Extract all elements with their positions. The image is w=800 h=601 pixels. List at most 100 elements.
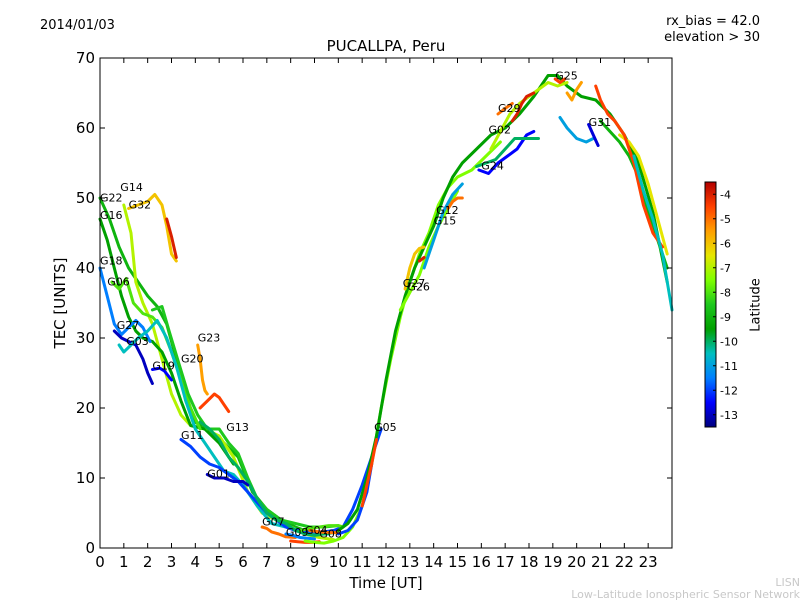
series-line-g27 — [403, 245, 426, 291]
x-tick-label: 17 — [496, 553, 515, 571]
series-line-g31 — [594, 84, 664, 249]
x-tick-label: 9 — [310, 553, 320, 571]
series-line-g26 — [417, 256, 426, 263]
satellite-label-g27: G27 — [403, 277, 426, 290]
satellite-label-g26: G26 — [407, 280, 430, 293]
y-tick-label: 40 — [76, 259, 95, 277]
colorbar-tick-label: -12 — [720, 384, 738, 397]
series-line-g32 — [127, 193, 178, 263]
x-tick-label: 5 — [214, 553, 224, 571]
satellite-label-g04: G04 — [305, 524, 328, 537]
satellite-label-g13: G13 — [226, 421, 249, 434]
satellite-label-g19: G19 — [152, 360, 175, 373]
series-line-g11 — [179, 427, 383, 534]
satellite-label-g07: G07 — [262, 516, 285, 529]
series-line-g13 — [198, 420, 336, 537]
series-line-g04 — [298, 524, 345, 532]
series-line-g01 — [205, 473, 250, 487]
x-tick-label: 22 — [615, 553, 634, 571]
satellite-label-g14: G14 — [120, 181, 143, 194]
series-line-g12 — [446, 196, 464, 210]
satellite-label-g20: G20 — [181, 353, 204, 366]
series-line-g15 — [422, 182, 464, 270]
satellite-label-g25: G25 — [555, 70, 578, 83]
satellite-label-g01: G01 — [207, 467, 230, 480]
x-tick-label: 11 — [353, 553, 372, 571]
colorbar-tick-label: -11 — [720, 360, 738, 373]
series-line-g09 — [284, 532, 316, 541]
series-line-g24 — [475, 137, 540, 168]
x-tick-label: 12 — [376, 553, 395, 571]
satellite-label-g24: G24 — [481, 159, 504, 172]
series-line-g08 — [303, 140, 502, 545]
colorbar-tick-label: -6 — [720, 237, 731, 250]
series-line-g05 — [360, 438, 378, 508]
y-tick-label: 10 — [76, 469, 95, 487]
y-tick-label: 50 — [76, 189, 95, 207]
series-line-g29 — [496, 102, 514, 116]
x-tick-label: 14 — [424, 553, 443, 571]
x-tick-label: 10 — [329, 553, 348, 571]
x-tick-label: 21 — [591, 553, 610, 571]
colorbar-tick-label: -7 — [720, 262, 731, 275]
watermark-network: Low-Latitude Ionospheric Sensor Network — [571, 588, 800, 601]
satellite-label-g31: G31 — [589, 116, 612, 129]
axis-ticks: 0 1 2 3 4 5 6 7 8 9 10 11 12 13 14 15 16 17 18 19 20 21 22 2301… — [76, 49, 672, 571]
colorbar-tick-label: -8 — [720, 286, 731, 299]
series-line-g03 — [117, 319, 331, 536]
colorbar-tick-label: -4 — [720, 188, 731, 201]
series-line-g25 — [553, 77, 567, 84]
satellite-label-g08: G08 — [319, 528, 342, 541]
y-axis-label: TEC [UNITS] — [51, 257, 69, 349]
x-tick-label: 16 — [472, 553, 491, 571]
y-tick-label: 30 — [76, 329, 95, 347]
series-line-g02 — [510, 91, 536, 123]
series-line-g23 — [198, 392, 231, 413]
colorbar-tick-label: -13 — [720, 409, 738, 422]
series-line-g27 — [112, 329, 154, 385]
series-line-g24 — [477, 130, 536, 175]
satellite-label-g29: G29 — [498, 102, 521, 115]
satellite-label-g15: G15 — [434, 215, 457, 228]
chart-title: PUCALLPA, Peru — [326, 37, 446, 55]
series-line-g08 — [308, 529, 340, 535]
x-tick-label: 0 — [95, 553, 105, 571]
colorbar-tick-label: -9 — [720, 311, 731, 324]
series-line-g31 — [632, 154, 674, 312]
y-tick-label: 60 — [76, 119, 95, 137]
y-tick-label: 0 — [85, 539, 95, 557]
x-tick-label: 18 — [519, 553, 538, 571]
satellite-label-g27: G27 — [117, 319, 140, 332]
satellite-label-g03: G03 — [126, 335, 149, 348]
series-line-g07 — [260, 525, 297, 539]
series-line-g06 — [110, 277, 202, 431]
x-tick-label: 2 — [143, 553, 153, 571]
x-tick-label: 4 — [191, 553, 201, 571]
date-label: 2014/01/03 — [40, 18, 115, 33]
satellite-label-g09: G09 — [286, 526, 309, 539]
colorbar-tick-label: -10 — [720, 335, 738, 348]
satellite-label-g05: G05 — [374, 421, 397, 434]
series-line-g32 — [165, 217, 178, 259]
x-tick-label: 6 — [238, 553, 248, 571]
x-tick-label: 8 — [286, 553, 296, 571]
x-tick-label: 3 — [167, 553, 177, 571]
rx-bias-label: rx_bias = 42.0 — [666, 14, 760, 29]
x-tick-label: 1 — [119, 553, 129, 571]
satellite-label-g11: G11 — [181, 429, 204, 442]
watermark-lisn: LISN — [775, 576, 800, 589]
x-tick-label: 13 — [400, 553, 419, 571]
x-tick-label: 23 — [639, 553, 658, 571]
series-line-g20 — [150, 305, 340, 529]
satellite-label-g18: G18 — [100, 255, 123, 268]
series-line-g25 — [565, 81, 583, 102]
satellite-label-g32: G32 — [129, 199, 152, 212]
x-tick-label: 15 — [448, 553, 467, 571]
x-tick-label: 20 — [567, 553, 586, 571]
series-line-g23 — [196, 343, 209, 396]
x-axis-label: Time [UT] — [349, 574, 423, 592]
y-tick-label: 20 — [76, 399, 95, 417]
satellite-label-g16: G16 — [100, 209, 123, 222]
